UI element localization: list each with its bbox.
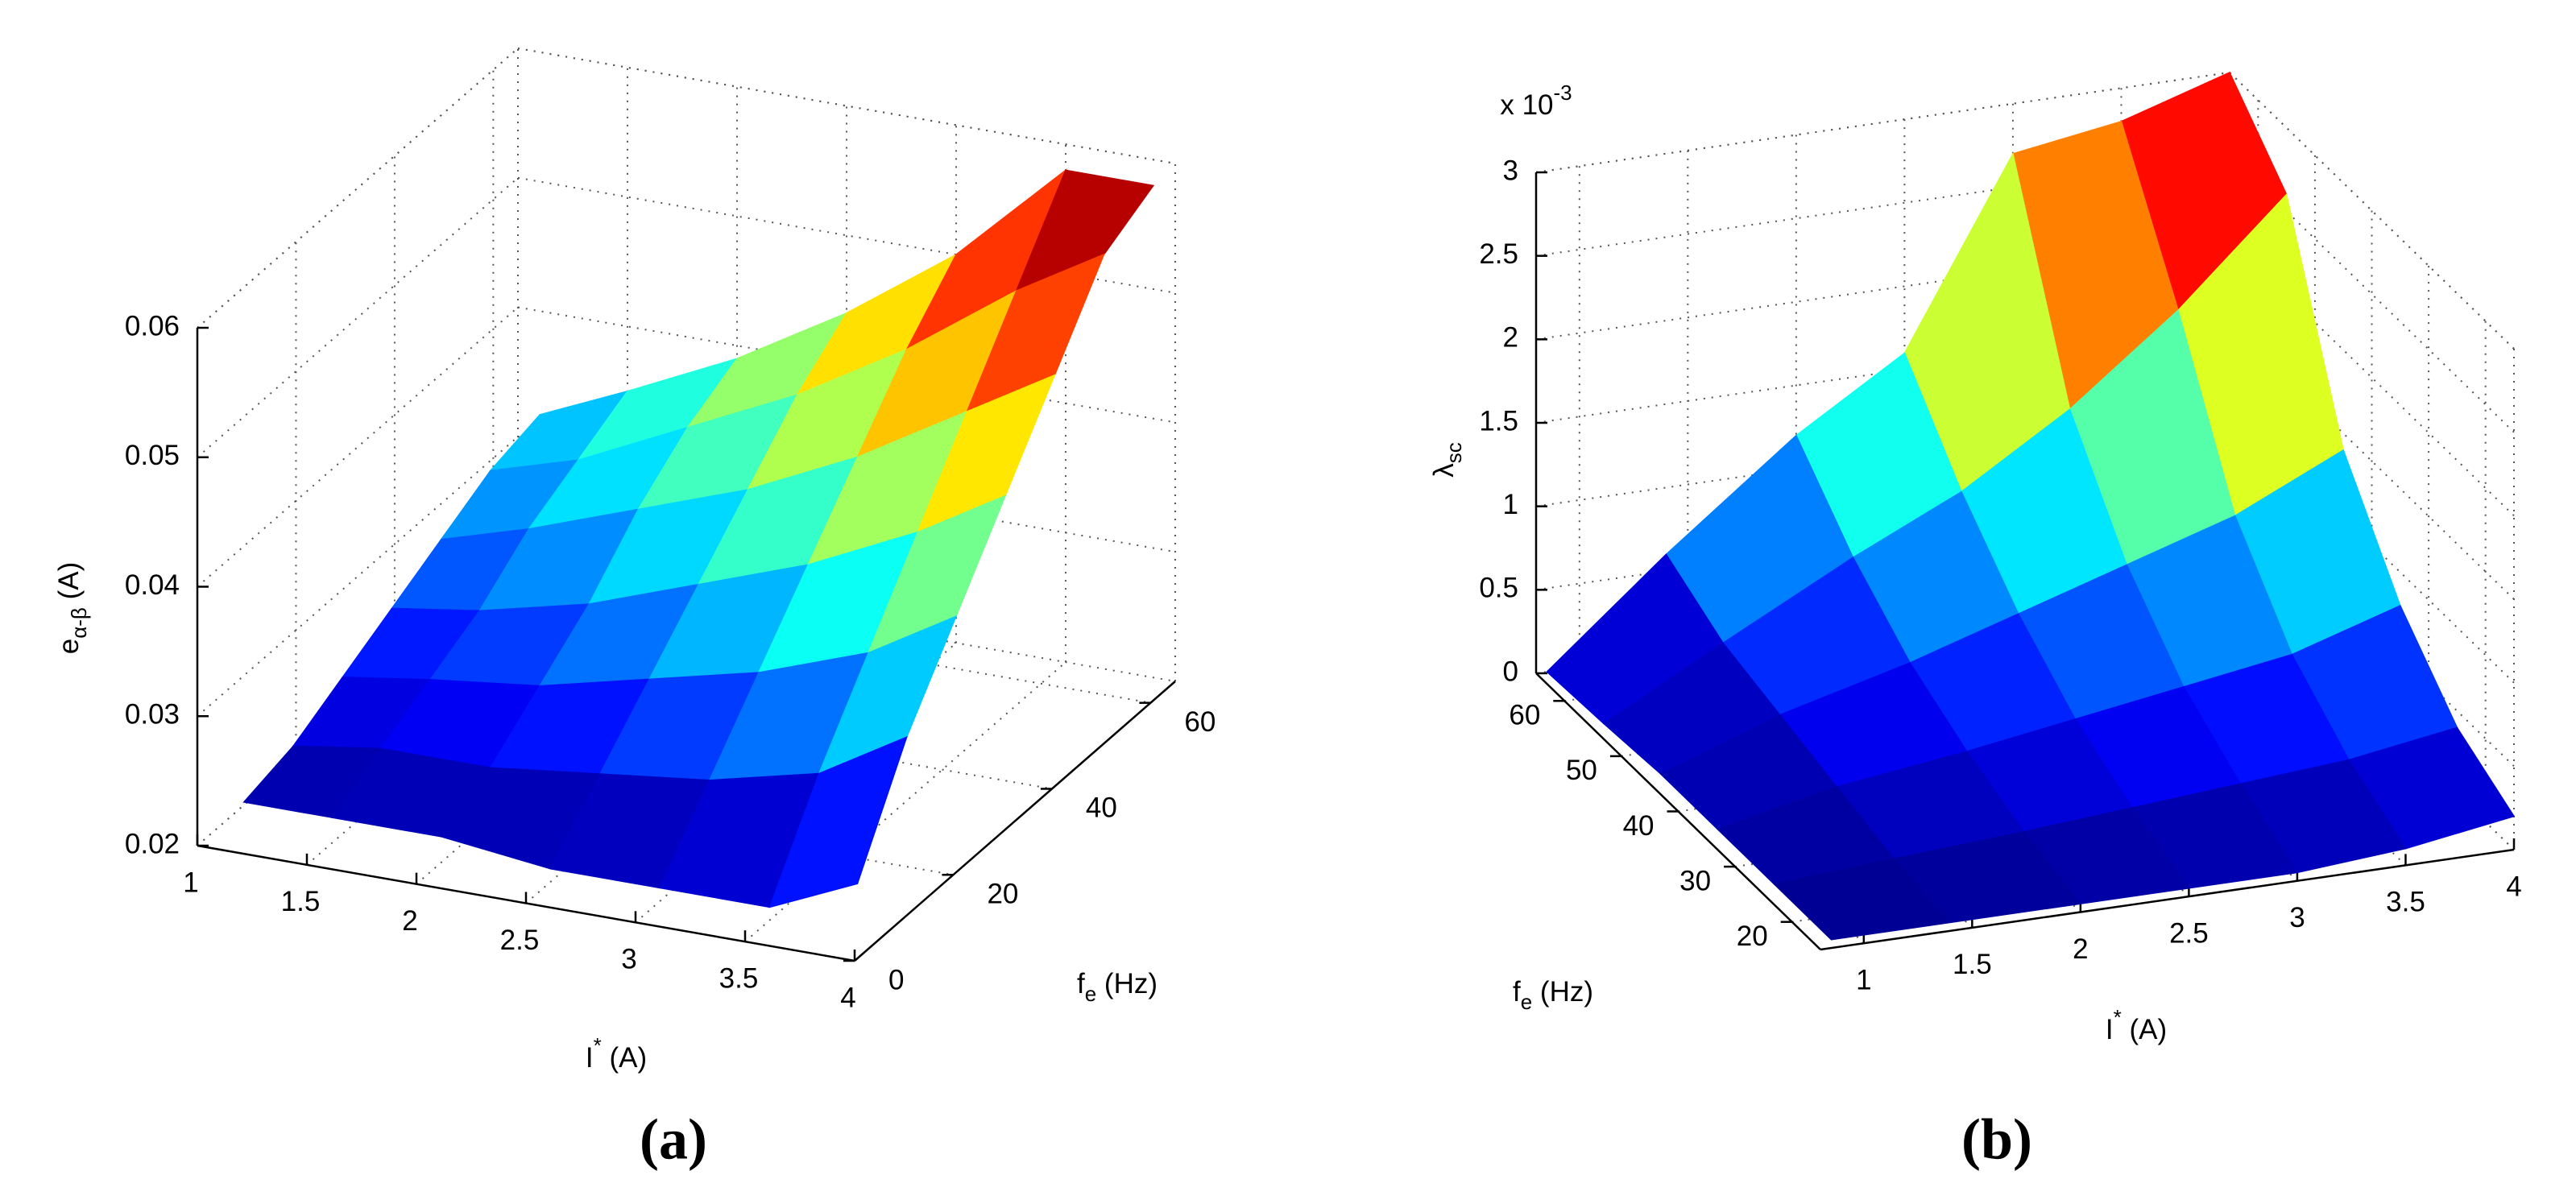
y-tick-label: 20: [987, 878, 1018, 909]
x-tick-label: 3.5: [2386, 887, 2425, 918]
y-label: fe (Hz): [1077, 968, 1158, 1006]
box-edge: [517, 48, 1176, 164]
y-tick-label: 40: [1086, 792, 1117, 824]
x-tick-label: 3: [621, 944, 636, 975]
label-part: e: [1085, 982, 1096, 1006]
label-part: f: [1077, 968, 1085, 999]
x-tick-label: 2.5: [500, 925, 540, 956]
y-axis: [854, 681, 1176, 962]
z-tick-label: 3: [1503, 155, 1518, 186]
z-tick-label: 1.5: [1479, 405, 1518, 437]
box-edge: [197, 48, 519, 329]
z-tick-label: 0.05: [125, 440, 180, 471]
z-tick-label: 0.06: [125, 310, 180, 341]
label-part: -3: [1554, 81, 1572, 105]
label-part: (A): [53, 562, 85, 607]
x-tick-label: 4: [840, 982, 855, 1013]
x-tick-label: 2.5: [2169, 917, 2209, 949]
y-tick-label: 60: [1509, 700, 1540, 731]
x-tick-label: 2: [402, 905, 417, 937]
label-part: f: [1513, 976, 1521, 1008]
label-part: sc: [1442, 442, 1466, 463]
grid-line: [2229, 72, 2515, 350]
y-tick-label: 0: [888, 964, 904, 995]
grid-line: [197, 176, 519, 458]
z-tick-label: 2.5: [1479, 238, 1518, 270]
z-multiplier: x 10-3: [1500, 81, 1572, 121]
y-tick-label: 60: [1184, 706, 1216, 738]
x-tick-label: 1.5: [1953, 949, 1992, 980]
surface-patch: [768, 735, 908, 908]
x-tick-label: 1: [183, 867, 198, 898]
grid-line: [197, 306, 519, 588]
label-part: (A): [2122, 1014, 2167, 1045]
label-part: (Hz): [1096, 968, 1158, 999]
y-tick-label: 40: [1623, 810, 1655, 842]
grid-line: [197, 436, 519, 718]
label-part: α-β: [67, 607, 91, 639]
z-tick-label: 0.5: [1479, 573, 1518, 604]
z-tick-label: 0: [1503, 656, 1518, 687]
x-tick-label: 3: [2289, 902, 2305, 933]
z-tick-label: 1: [1503, 489, 1518, 520]
label-part: λ: [1428, 463, 1460, 478]
panel-label: (a): [640, 1107, 707, 1172]
x-label: I* (A): [2106, 1005, 2167, 1045]
x-axis: [1820, 848, 2515, 951]
label-part: *: [594, 1033, 602, 1057]
z-label: eα-β (A): [53, 562, 91, 655]
x-tick-label: 4: [2506, 871, 2521, 902]
label-part: (Hz): [1532, 976, 1593, 1008]
x-tick-label: 3.5: [719, 962, 759, 994]
panel-label: (b): [1961, 1107, 2032, 1172]
label-part: *: [2114, 1005, 2122, 1029]
z-tick-label: 0.03: [125, 699, 180, 730]
y-tick-label: 30: [1679, 865, 1711, 896]
label-part: e: [53, 639, 85, 654]
grid-line: [493, 586, 1151, 704]
surface-patch: [1773, 858, 1952, 941]
z-label: λsc: [1428, 442, 1466, 478]
grid-line: [197, 48, 519, 329]
z-tick-label: 0.02: [125, 828, 180, 859]
label-part: I: [586, 1042, 594, 1074]
label-part: (A): [602, 1042, 647, 1074]
y-tick-label: 50: [1566, 755, 1597, 786]
grid-line: [517, 48, 1176, 164]
x-tick-label: 1: [1856, 965, 1871, 996]
x-label: I* (A): [586, 1033, 647, 1074]
label-part: x 10: [1500, 89, 1553, 121]
y-label: fe (Hz): [1513, 976, 1593, 1014]
x-tick-label: 2: [2073, 933, 2088, 965]
label-part: I: [2106, 1014, 2114, 1045]
z-tick-label: 0.04: [125, 569, 180, 601]
x-tick-label: 1.5: [281, 886, 321, 917]
grid-line: [744, 661, 1066, 942]
label-part: e: [1521, 990, 1532, 1014]
z-tick-label: 2: [1503, 322, 1518, 354]
y-tick-label: 20: [1737, 921, 1768, 952]
grid-line: [394, 672, 1053, 790]
